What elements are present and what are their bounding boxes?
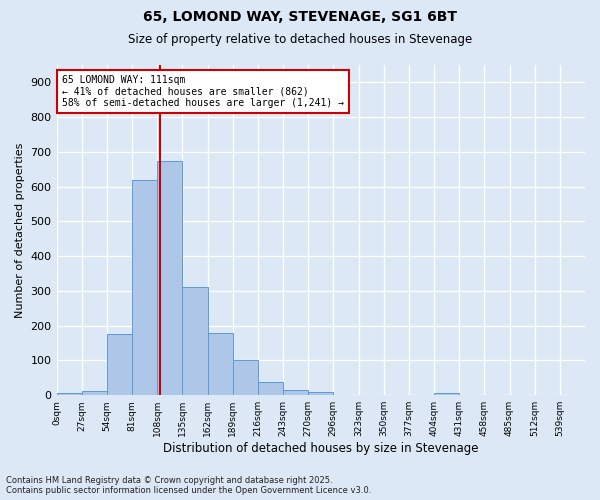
Text: 65 LOMOND WAY: 111sqm
← 41% of detached houses are smaller (862)
58% of semi-det: 65 LOMOND WAY: 111sqm ← 41% of detached …: [62, 75, 344, 108]
Bar: [434, 394, 459, 395]
Text: Contains HM Land Registry data © Crown copyright and database right 2025.
Contai: Contains HM Land Registry data © Crown c…: [6, 476, 371, 495]
Bar: [308, 392, 334, 395]
Bar: [56, 393, 82, 395]
Bar: [82, 391, 107, 395]
Bar: [283, 390, 308, 395]
Bar: [258, 382, 283, 395]
Bar: [107, 334, 132, 395]
Bar: [182, 288, 208, 395]
X-axis label: Distribution of detached houses by size in Stevenage: Distribution of detached houses by size …: [163, 442, 479, 455]
Text: 65, LOMOND WAY, STEVENAGE, SG1 6BT: 65, LOMOND WAY, STEVENAGE, SG1 6BT: [143, 10, 457, 24]
Bar: [233, 360, 258, 395]
Bar: [208, 334, 233, 395]
Bar: [157, 160, 182, 395]
Bar: [132, 180, 157, 395]
Y-axis label: Number of detached properties: Number of detached properties: [15, 142, 25, 318]
Text: Size of property relative to detached houses in Stevenage: Size of property relative to detached ho…: [128, 32, 472, 46]
